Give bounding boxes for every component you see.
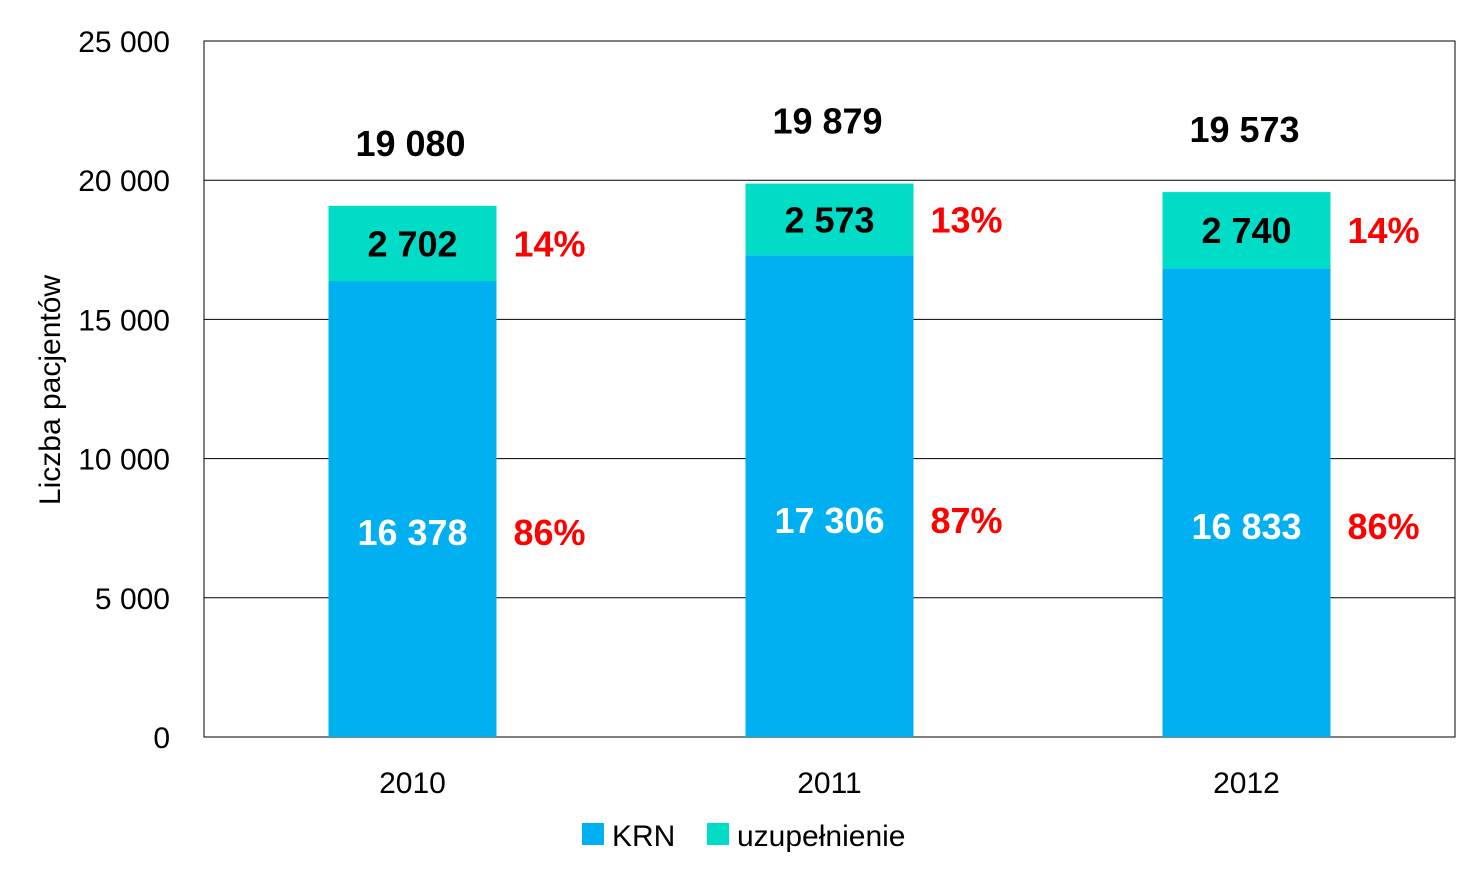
bar-uzupelnienie <box>1162 192 1331 269</box>
x-tick-label: 2012 <box>1213 767 1280 800</box>
total-value-label: 19 879 <box>772 101 882 142</box>
segment-percent-label: 86% <box>514 512 586 553</box>
segment-percent-label: 87% <box>931 500 1003 541</box>
bar-krn <box>1162 268 1331 737</box>
segment-value-label: 2 740 <box>1201 210 1291 251</box>
total-value-label: 19 080 <box>355 123 465 164</box>
legend-label: uzupełnienie <box>737 820 905 853</box>
bar-krn <box>328 281 497 737</box>
segment-value-label: 2 573 <box>784 199 874 240</box>
segment-percent-label: 13% <box>931 199 1003 240</box>
segment-percent-label: 14% <box>514 223 586 264</box>
legend-label: KRN <box>612 820 675 853</box>
y-tick-label: 20 000 <box>78 165 170 198</box>
segment-value-label: 2 702 <box>367 223 457 264</box>
bar-uzupelnienie <box>745 183 914 256</box>
segment-value-label: 16 378 <box>357 512 467 553</box>
segment-value-label: 17 306 <box>774 500 884 541</box>
segment-percent-label: 86% <box>1348 506 1420 547</box>
bar-krn <box>745 255 914 737</box>
bar-uzupelnienie <box>328 205 497 282</box>
total-value-label: 19 573 <box>1189 109 1299 150</box>
segment-percent-label: 14% <box>1348 210 1420 251</box>
bars <box>328 183 1331 737</box>
segment-value-label: 16 833 <box>1191 506 1301 547</box>
x-tick-label: 2011 <box>797 767 862 800</box>
legend: KRN uzupełnienie <box>582 820 905 853</box>
x-tick-label: 2010 <box>379 767 446 800</box>
y-tick-label: 15 000 <box>78 304 170 337</box>
y-tick-label: 5 000 <box>95 583 170 616</box>
y-tick-label: 0 <box>153 722 170 755</box>
y-tick-label: 10 000 <box>78 444 170 477</box>
legend-swatch <box>707 823 729 845</box>
data-labels: 16 378 86% 2 702 14% 19 080 17 306 87% 2 573 13%… <box>355 101 1419 553</box>
y-tick-label: 25 000 <box>78 26 170 59</box>
legend-swatch <box>582 823 604 845</box>
y-axis-label: Liczba pacjentów <box>34 275 67 505</box>
